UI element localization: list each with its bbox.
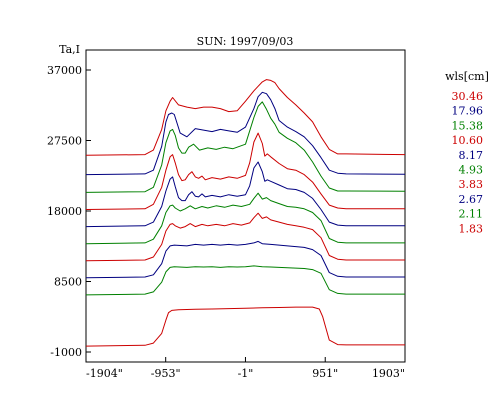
legend-entry: 4.93 — [459, 164, 484, 177]
legend-entry: 17.96 — [452, 105, 484, 118]
y-axis-ticks: 37000 27500 18000 8500 -1000 — [47, 64, 91, 359]
legend-entry: 10.60 — [452, 134, 484, 147]
series-line-15-38 — [85, 101, 406, 193]
y-tick-label: 37000 — [47, 64, 82, 77]
x-tick-label: 951" — [312, 367, 338, 380]
y-tick-label: -1000 — [50, 346, 82, 359]
legend-entry: 3.83 — [459, 178, 484, 191]
y-axis-label: Ta,I — [59, 43, 80, 56]
x-tick-label: -1904" — [86, 367, 123, 380]
legend-entry: 2.67 — [459, 193, 484, 206]
legend-entry: 8.17 — [459, 149, 484, 162]
series-lines — [85, 79, 406, 347]
x-axis-ticks: -1904" -953" -1" 951" 1903" — [85, 357, 406, 380]
series-line-2-67 — [85, 240, 405, 279]
legend-title: wls[cm] — [445, 70, 489, 83]
series-line-30-46 — [85, 79, 406, 156]
legend-entry: 1.83 — [459, 222, 484, 235]
x-tick-label: 1903" — [372, 367, 405, 380]
chart-title: SUN: 1997/09/03 — [197, 35, 294, 48]
y-tick-label: 18000 — [47, 205, 82, 218]
legend-entry: 30.46 — [452, 90, 484, 103]
series-line-8-17 — [85, 161, 405, 228]
legend-entry: 15.38 — [452, 119, 484, 132]
y-tick-label: 27500 — [47, 135, 82, 148]
series-line-17-96 — [85, 91, 406, 176]
series-line-3-83 — [85, 212, 405, 262]
plot-frame — [85, 49, 406, 363]
series-line-4-93 — [85, 192, 405, 245]
x-tick-label: -1" — [238, 367, 254, 380]
legend-entry: 2.11 — [459, 208, 484, 221]
series-line-2-11 — [85, 265, 405, 296]
x-tick-label: -953" — [151, 367, 181, 380]
series-line-1-83 — [85, 306, 405, 347]
y-tick-label: 8500 — [54, 276, 82, 289]
series-line-10-60 — [85, 132, 405, 210]
